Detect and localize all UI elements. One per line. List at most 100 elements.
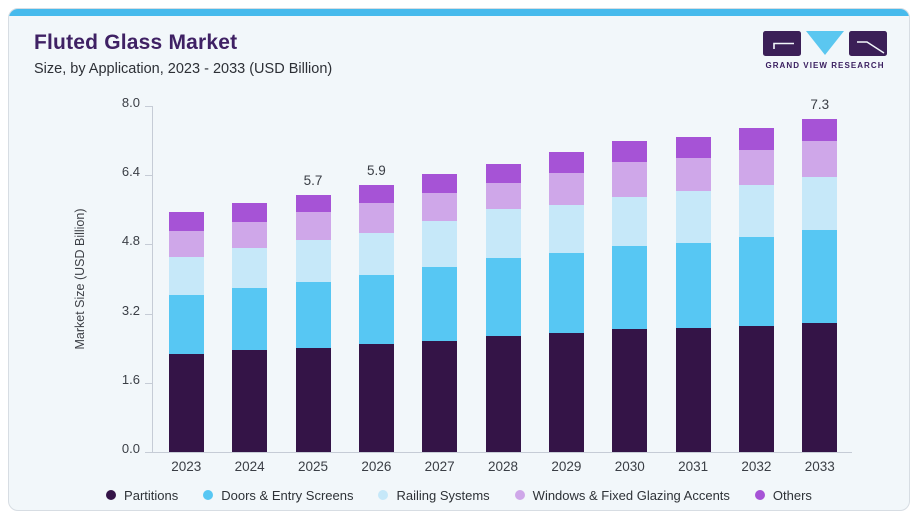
- y-tick-label: 4.8: [121, 233, 140, 249]
- bar-segment-partitions: [295, 348, 331, 452]
- bar-segment-others: [485, 163, 521, 183]
- gvr-logo-r-glyph: [857, 41, 885, 54]
- legend-item-others: Others: [754, 488, 812, 503]
- page-title: Fluted Glass Market: [34, 31, 238, 54]
- y-tick-mark: [145, 452, 152, 453]
- x-tick-label: 2027: [424, 459, 455, 474]
- bar-segment-railing-systems: [612, 196, 648, 246]
- bar-segment-others: [422, 173, 458, 194]
- bar-segment-doors-entry-screens: [738, 236, 774, 326]
- bar-segment-doors-entry-screens: [802, 230, 838, 323]
- y-tick-mark: [145, 106, 152, 107]
- bar-segment-railing-systems: [168, 256, 204, 295]
- bar-segment-doors-entry-screens: [168, 295, 204, 355]
- bar-segment-railing-systems: [802, 177, 838, 231]
- x-tick-label: 2026: [361, 459, 392, 474]
- x-tick-label: 2023: [171, 459, 202, 474]
- y-tick-label: 1.6: [121, 371, 140, 387]
- bar-segment-windows-fixed-glazing-accents: [485, 182, 521, 209]
- legend-item-partitions: Partitions: [106, 488, 178, 503]
- bar-segment-others: [675, 136, 711, 158]
- bar-segment-partitions: [548, 333, 584, 452]
- legend-label: Railing Systems: [396, 487, 490, 503]
- x-tick-label: 2030: [614, 459, 645, 474]
- bar-segment-others: [232, 202, 268, 223]
- y-tick-label: 6.4: [121, 164, 140, 180]
- bar-segment-windows-fixed-glazing-accents: [802, 141, 838, 178]
- legend-item-railing-systems: Railing Systems: [378, 487, 490, 503]
- bar-segment-others: [738, 128, 774, 151]
- y-tick-label: 8.0: [121, 95, 140, 110]
- bar-segment-railing-systems: [485, 208, 521, 259]
- bar-segment-windows-fixed-glazing-accents: [168, 231, 204, 257]
- bar-segment-doors-entry-screens: [295, 282, 331, 349]
- bar-segment-others: [612, 140, 648, 163]
- y-tick-label: 0.0: [121, 441, 140, 456]
- bar-segment-doors-entry-screens: [548, 253, 584, 334]
- x-tick-label: 2025: [297, 459, 329, 474]
- bar-segment-others: [548, 152, 584, 174]
- bar-segment-others: [802, 118, 838, 142]
- bar-segment-railing-systems: [548, 205, 584, 254]
- bar-segment-others: [358, 185, 394, 204]
- x-tick-label: 2031: [678, 459, 709, 474]
- gvr-logo-mark: [763, 31, 887, 56]
- bar-total-label: 7.3: [810, 96, 830, 112]
- bar-segment-railing-systems: [295, 240, 331, 283]
- x-tick-label: 2033: [804, 459, 835, 474]
- bar-segment-partitions: [422, 340, 458, 452]
- bar-segment-partitions: [738, 325, 774, 452]
- bar-segment-partitions: [358, 344, 394, 452]
- x-tick-label: 2029: [551, 459, 582, 474]
- x-tick-label: 2028: [488, 459, 519, 474]
- report-card: Fluted Glass Market Size, by Application…: [8, 8, 910, 511]
- chart-legend: Partitions Doors & Entry Screens Railing S…: [9, 486, 909, 504]
- bar-segment-railing-systems: [422, 220, 458, 268]
- bar-total-label: 5.7: [303, 173, 323, 189]
- legend-dot-icon: [754, 490, 765, 500]
- bar-segment-doors-entry-screens: [675, 242, 711, 329]
- bar-segment-doors-entry-screens: [358, 275, 394, 345]
- gvr-logo: GRAND VIEW RESEARCH: [763, 30, 887, 70]
- legend-item-doors-entry-screens: Doors & Entry Screens: [203, 488, 353, 503]
- bar-segment-windows-fixed-glazing-accents: [422, 193, 458, 221]
- bar-segment-partitions: [612, 329, 648, 452]
- bar-segment-railing-systems: [358, 233, 394, 276]
- bar-segment-windows-fixed-glazing-accents: [675, 157, 711, 191]
- bar-segment-doors-entry-screens: [232, 288, 268, 351]
- bar-segment-partitions: [168, 354, 204, 452]
- x-tick-label: 2032: [741, 459, 772, 474]
- legend-dot-icon: [514, 490, 525, 500]
- bar-segment-windows-fixed-glazing-accents: [612, 162, 648, 197]
- top-accent-bar: [9, 9, 909, 16]
- legend-dot-icon: [106, 490, 117, 500]
- gvr-logo-wordmark: GRAND VIEW RESEARCH: [765, 61, 885, 70]
- bar-segment-doors-entry-screens: [485, 258, 521, 336]
- y-tick-mark: [145, 244, 152, 246]
- y-tick-label: 3.2: [121, 302, 140, 318]
- bar-segment-doors-entry-screens: [612, 245, 648, 330]
- gvr-logo-triangle-icon: [806, 31, 844, 55]
- chart-plot-area: 0.0 1.6 3.2 4.8 6.4 8.0 2023 2024 5.7 2025 5.9 2026…: [9, 9, 909, 510]
- y-axis-line: [152, 106, 153, 452]
- legend-dot-icon: [378, 490, 389, 500]
- y-tick-mark: [145, 382, 152, 384]
- x-axis-line: [152, 452, 852, 453]
- bar-segment-railing-systems: [232, 248, 268, 289]
- bar-segment-partitions: [802, 322, 838, 452]
- legend-label: Windows & Fixed Glazing Accents: [532, 487, 730, 503]
- page-subtitle: Size, by Application, 2023 - 2033 (USD B…: [34, 61, 333, 77]
- bar-segment-windows-fixed-glazing-accents: [548, 173, 584, 206]
- bar-segment-partitions: [232, 350, 268, 452]
- bar-segment-partitions: [485, 335, 521, 452]
- bar-segment-partitions: [675, 328, 711, 452]
- bar-segment-railing-systems: [675, 190, 711, 243]
- legend-dot-icon: [203, 490, 214, 500]
- legend-label: Partitions: [124, 487, 179, 503]
- y-tick-mark: [145, 175, 152, 177]
- bar-segment-others: [168, 212, 204, 232]
- bar-segment-windows-fixed-glazing-accents: [232, 222, 268, 249]
- x-tick-label: 2024: [234, 459, 265, 474]
- bar-segment-doors-entry-screens: [422, 267, 458, 341]
